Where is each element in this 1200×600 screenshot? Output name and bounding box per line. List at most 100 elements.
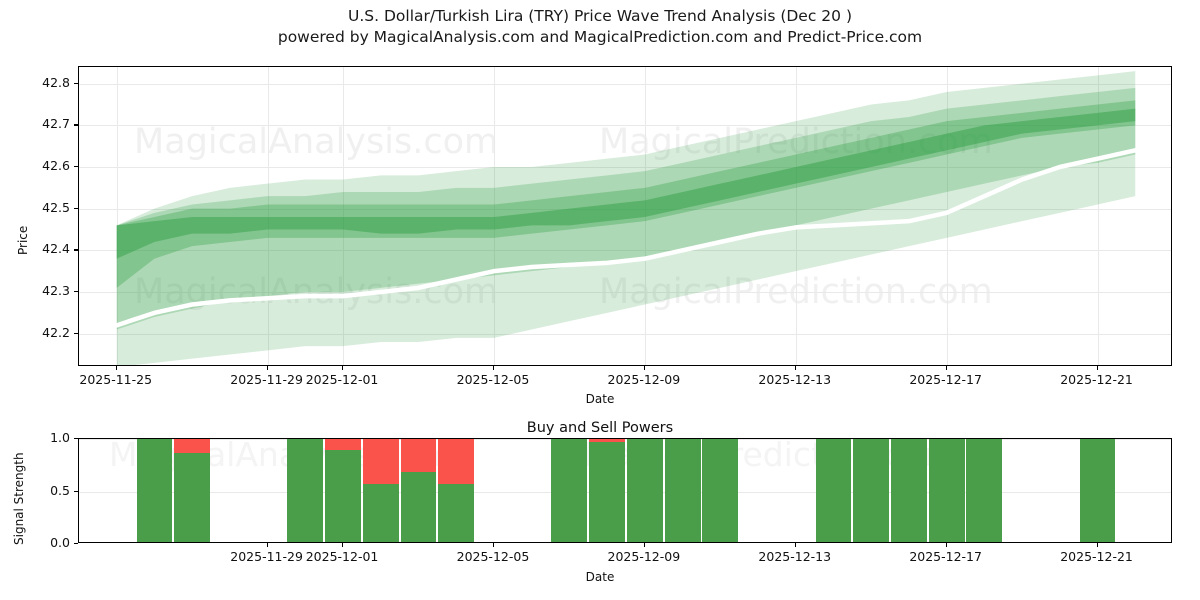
price-x-tick-label: 2025-11-25 — [79, 372, 153, 387]
power-bar — [362, 439, 399, 542]
gridline-vertical — [1097, 67, 1099, 365]
sell-power-segment — [325, 439, 361, 450]
price-x-tickmark — [492, 366, 495, 370]
powers-title: Buy and Sell Powers — [526, 420, 674, 436]
price-line — [114, 148, 1138, 328]
power-bar — [853, 439, 890, 542]
signal-x-tickmark — [342, 543, 344, 547]
signal-y-tick-label: 0.0 — [50, 535, 70, 550]
power-bar — [400, 439, 437, 542]
price-x-tick-label: 2025-12-09 — [607, 372, 681, 387]
buy-power-segment — [815, 439, 852, 542]
price-x-tick-label: 2025-12-05 — [456, 372, 530, 387]
power-bar — [551, 439, 588, 542]
price-y-tick-label: 42.8 — [42, 74, 70, 90]
gridline-vertical — [795, 67, 797, 365]
power-bar — [589, 439, 626, 542]
signal-x-tick-label: 2025-12-05 — [456, 549, 530, 564]
gridline-vertical — [267, 67, 269, 365]
price-x-tickmark — [266, 366, 268, 370]
power-bar — [1079, 439, 1116, 542]
signal-x-tickmark — [1096, 543, 1098, 547]
gridline-vertical — [946, 67, 948, 365]
buy-power-segment — [853, 439, 890, 542]
price-x-tickmark — [342, 366, 344, 370]
signal-y-tick-label: 0.5 — [50, 482, 70, 498]
signal-x-tick-label: 2025-12-21 — [1060, 549, 1133, 564]
price-y-tickmark — [74, 207, 78, 209]
page-subtitle: powered by MagicalAnalysis.com and Magic… — [277, 28, 923, 46]
signal-y-tick-label: 1.0 — [50, 430, 70, 445]
price-y-tick-label: 42.2 — [42, 324, 70, 340]
wave-band-mid-band-upper — [116, 87, 1136, 330]
signal-x-tickmark — [492, 543, 495, 547]
sell-power-segment — [400, 439, 437, 472]
buy-power-segment — [664, 439, 701, 542]
title-block: U.S. Dollar/Turkish Lira (TRY) Price Wav… — [0, 6, 1200, 48]
gridline-horizontal — [79, 292, 1171, 293]
gridline-horizontal — [79, 83, 1171, 85]
wave-bands — [114, 71, 1138, 365]
buy-power-segment — [136, 439, 173, 542]
sell-power-segment — [174, 439, 211, 453]
price-y-tickmark — [74, 249, 78, 251]
gridline-vertical — [493, 67, 495, 365]
power-bar — [287, 439, 324, 542]
power-bar — [136, 439, 173, 542]
signal-strength-axis-label: Signal Strength — [12, 452, 26, 545]
wave-band-core-band-upper — [116, 108, 1136, 259]
buy-power-segment — [325, 449, 361, 542]
signal-x-tick-label: 2025-12-13 — [758, 549, 832, 564]
price-wave-plot: MagicalAnalysis.com MagicalPrediction.com… — [78, 66, 1172, 366]
price-y-tick-label: 42.7 — [42, 116, 70, 132]
wave-band-inner-band-upper — [116, 100, 1136, 288]
price-x-tick-label: 2025-12-17 — [909, 372, 982, 387]
buy-power-segment — [1079, 439, 1116, 542]
power-bar — [928, 439, 965, 542]
sell-power-segment — [362, 439, 399, 485]
price-y-tickmark — [74, 166, 78, 168]
buy-power-segment — [928, 439, 965, 542]
gridline-horizontal — [79, 208, 1171, 210]
power-bar — [325, 439, 361, 542]
price-y-tickmark — [74, 291, 78, 293]
price-x-tick-label: 2025-12-21 — [1060, 372, 1133, 387]
buy-power-segment — [400, 471, 437, 542]
power-bar — [664, 439, 701, 542]
gridline-horizontal — [79, 333, 1171, 335]
sell-power-segment — [589, 439, 626, 443]
power-bar — [174, 439, 211, 542]
signal-x-tickmark — [643, 543, 646, 547]
price-y-tick-label: 42.4 — [42, 241, 70, 257]
price-y-tick-label: 42.6 — [42, 158, 70, 173]
sell-power-segment — [438, 439, 475, 485]
power-bar — [438, 439, 475, 542]
gridline-vertical — [644, 67, 646, 365]
price-x-tickmark — [794, 366, 797, 370]
gridline-horizontal — [79, 250, 1171, 252]
signal-y-tickmark — [74, 490, 78, 492]
price-x-tickmark — [945, 366, 947, 370]
price-x-tickmark — [1096, 366, 1098, 370]
signal-y-tickmark — [74, 438, 78, 440]
price-x-axis-label: Date — [585, 392, 615, 406]
gridline-vertical — [343, 67, 345, 365]
price-x-tick-label: 2025-12-13 — [758, 372, 832, 387]
power-bar — [890, 439, 927, 542]
power-bar — [815, 439, 852, 542]
page-title: U.S. Dollar/Turkish Lira (TRY) Price Wav… — [348, 7, 852, 25]
price-y-tickmark — [74, 124, 78, 126]
price-y-tickmark — [74, 332, 78, 334]
price-y-tickmark — [74, 82, 78, 84]
price-y-tick-label: 42.5 — [42, 199, 70, 215]
buy-power-segment — [589, 442, 626, 542]
price-y-tick-label: 42.3 — [42, 283, 70, 298]
signal-x-tick-label: 2025-11-29 — [230, 549, 303, 564]
gridline-vertical — [116, 67, 118, 365]
price-x-tickmark — [115, 366, 118, 370]
signal-x-tickmark — [945, 543, 947, 547]
price-x-tick-label: 2025-12-01 — [305, 372, 379, 387]
buy-power-segment — [966, 439, 1003, 542]
buy-power-segment — [702, 439, 739, 542]
